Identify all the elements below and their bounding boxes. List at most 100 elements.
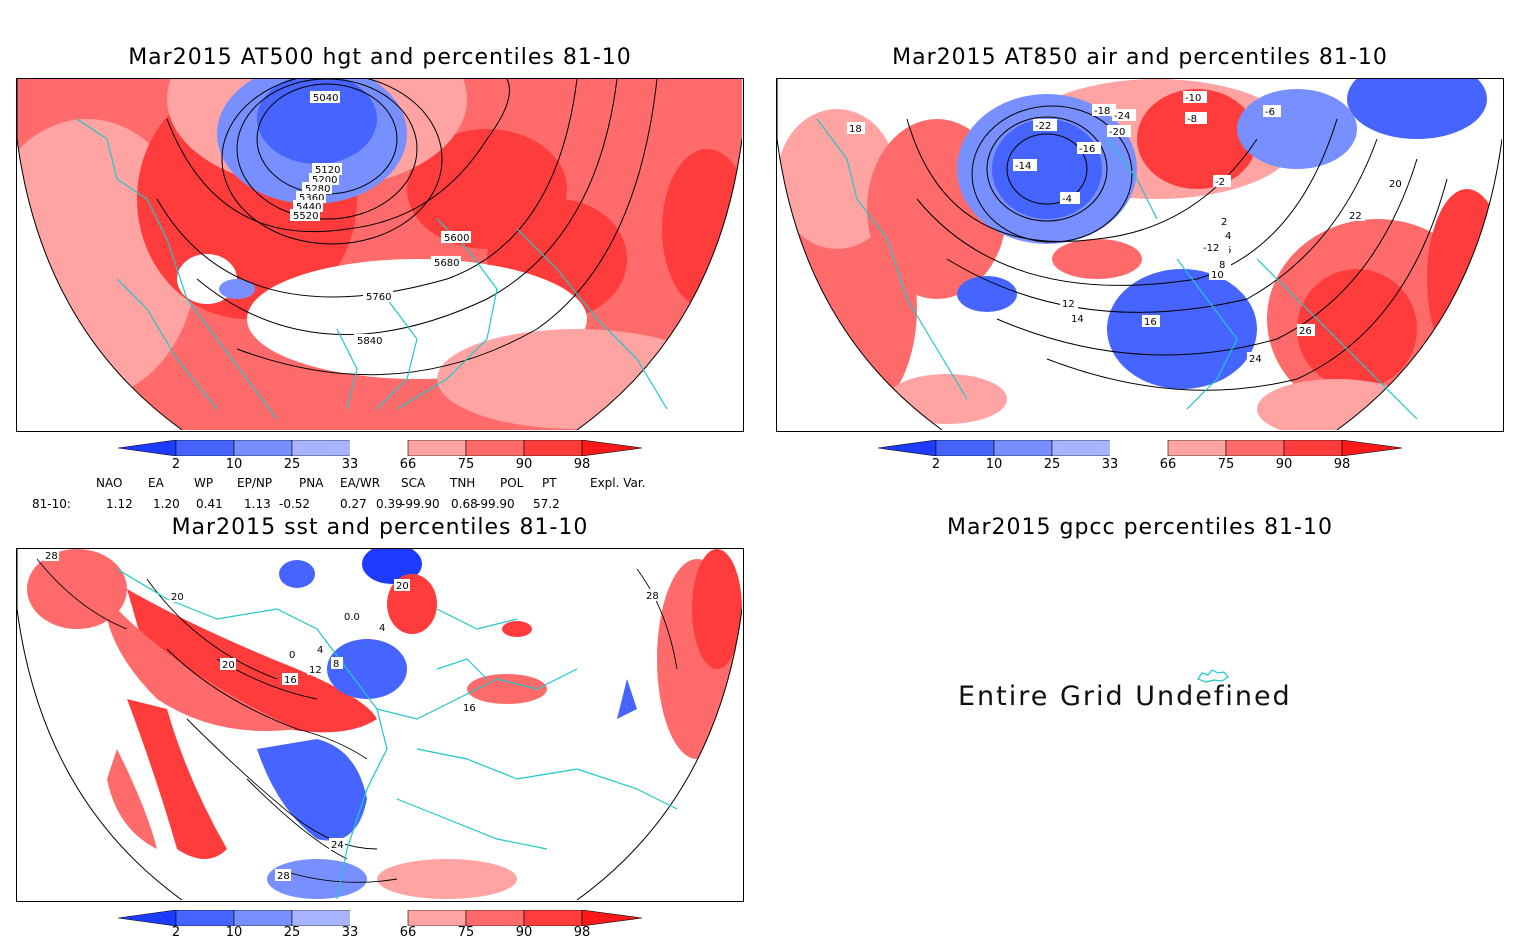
- colorbar-label: 75: [457, 457, 475, 472]
- air-map: -22 -18 -24 -20 -16 -14 -4 -2 2 4 6 8 10…: [777, 79, 1502, 430]
- tc-value: 1.13: [244, 497, 271, 511]
- tc-value: -99.90: [476, 497, 515, 511]
- tc-header: EA/WR: [340, 476, 381, 490]
- contour-label: -8: [1187, 114, 1197, 125]
- contour-label: -22: [1035, 121, 1051, 132]
- tc-value: 0.41: [196, 497, 223, 511]
- colorbar-label: 98: [573, 925, 591, 940]
- tc-header: EA: [148, 476, 164, 490]
- contour-label: -4: [1062, 194, 1072, 205]
- contour-label: -24: [1114, 111, 1130, 122]
- colorbar-label: 10: [985, 457, 1003, 472]
- colorbar-top-left: [118, 440, 643, 456]
- contour-label: 14: [1071, 314, 1084, 325]
- contour-label: 5520: [293, 211, 318, 222]
- contour-label: 24: [1249, 354, 1262, 365]
- panel-title-air: Mar2015 AT850 air and percentiles 81-10: [892, 45, 1388, 70]
- contour-label: 5760: [366, 292, 391, 303]
- contour-label: -14: [1015, 161, 1031, 172]
- colorbar-label: 10: [225, 457, 243, 472]
- contour-label: 26: [1299, 326, 1312, 337]
- tc-header: TNH: [450, 476, 476, 490]
- colorbar-label: 25: [283, 925, 301, 940]
- contour-label: 4: [1225, 231, 1231, 242]
- tc-header: PT: [542, 476, 557, 490]
- contour-label: -6: [1265, 107, 1275, 118]
- colorbar-label: 33: [1101, 457, 1119, 472]
- tc-header: PNA: [299, 476, 324, 490]
- contour-label: -12: [1203, 243, 1219, 254]
- contour-label: -16: [1079, 144, 1095, 155]
- contour-label: 20: [1389, 179, 1402, 190]
- colorbar-label: 75: [1217, 457, 1235, 472]
- contour-label: 5200: [312, 175, 337, 186]
- contour-label: 22: [1349, 211, 1362, 222]
- colorbar-label: 33: [341, 457, 359, 472]
- contour-label: 5280: [305, 184, 330, 195]
- colorbar-bottom-left: [118, 910, 643, 926]
- contour-label: 16: [284, 675, 297, 686]
- contour-label: -10: [1185, 93, 1201, 104]
- tc-header: Expl. Var.: [590, 476, 646, 490]
- contour-label: 5600: [444, 233, 469, 244]
- contour-label: -2: [1215, 177, 1225, 188]
- contour-label: 0: [289, 650, 295, 661]
- tc-header: EP/NP: [237, 476, 273, 490]
- contour-label: 5120: [315, 165, 340, 176]
- contour-label: 16: [1144, 317, 1157, 328]
- colorbar-label: 2: [171, 925, 181, 940]
- contour-label: 28: [45, 551, 58, 562]
- tc-header: WP: [194, 476, 214, 490]
- contour-label: 12: [1062, 299, 1075, 310]
- contour-label: 5680: [434, 258, 459, 269]
- colorbar-label: 90: [515, 457, 533, 472]
- sst-map: 28 20 20 16 12 8 4 0 0.0 4 24 28 28 16 2…: [17, 549, 742, 900]
- colorbar-label: 98: [573, 457, 591, 472]
- contour-label: 5040: [313, 93, 338, 104]
- island-outline: [1197, 669, 1229, 683]
- contour-label: -20: [1109, 127, 1125, 138]
- hgt-map: 5040 5120 5200 5280 5360 5440 5520 5600 …: [17, 79, 742, 430]
- colorbar-label: 98: [1333, 457, 1351, 472]
- tc-value: 0.27: [340, 497, 367, 511]
- tc-value: 0.39: [376, 497, 403, 511]
- contour-label: 2: [1221, 217, 1227, 228]
- panel-title-sst: Mar2015 sst and percentiles 81-10: [171, 515, 589, 540]
- tc-header: NAO: [96, 476, 123, 490]
- tc-header: POL: [500, 476, 524, 490]
- contour-label: 5360: [299, 193, 324, 204]
- colorbar-label: 66: [1159, 457, 1177, 472]
- colorbar-label: 66: [399, 925, 417, 940]
- colorbar-label: 2: [171, 457, 181, 472]
- contour-label: 5840: [357, 336, 382, 347]
- tc-value: 0.68: [451, 497, 478, 511]
- map-panel-sst: 28 20 20 16 12 8 4 0 0.0 4 24 28 28 16 2…: [16, 548, 744, 902]
- colorbar-label: 66: [399, 457, 417, 472]
- map-panel-air: -22 -18 -24 -20 -16 -14 -4 -2 2 4 6 8 10…: [776, 78, 1504, 432]
- tc-value: 1.20: [153, 497, 180, 511]
- map-panel-hgt: 5040 5120 5200 5280 5360 5440 5520 5600 …: [16, 78, 744, 432]
- contour-label: 8: [1219, 260, 1225, 271]
- undefined-grid-message: Entire Grid Undefined: [958, 681, 1292, 712]
- tc-header: SCA: [401, 476, 426, 490]
- colorbar-label: 10: [225, 925, 243, 940]
- contour-label: 20: [171, 592, 184, 603]
- tc-row-label: 81-10:: [32, 497, 71, 511]
- tc-value: 1.12: [106, 497, 133, 511]
- contour-label: 10: [1211, 270, 1224, 281]
- colorbar-label: 2: [931, 457, 941, 472]
- contour-label: 4: [317, 645, 323, 656]
- colorbar-label: 90: [515, 925, 533, 940]
- colorbar-label: 25: [283, 457, 301, 472]
- colorbar-label: 25: [1043, 457, 1061, 472]
- contour-label: -18: [1094, 106, 1110, 117]
- colorbar-label: 33: [341, 925, 359, 940]
- tc-value: -99.90: [401, 497, 440, 511]
- contour-label: 18: [849, 124, 862, 135]
- panel-title-hgt: Mar2015 AT500 hgt and percentiles 81-10: [128, 45, 632, 70]
- contour-label: 8: [333, 659, 339, 670]
- contour-label: 28: [277, 871, 290, 882]
- colorbar-label: 75: [457, 925, 475, 940]
- contour-label: 20: [396, 581, 409, 592]
- contour-label: 16: [463, 703, 476, 714]
